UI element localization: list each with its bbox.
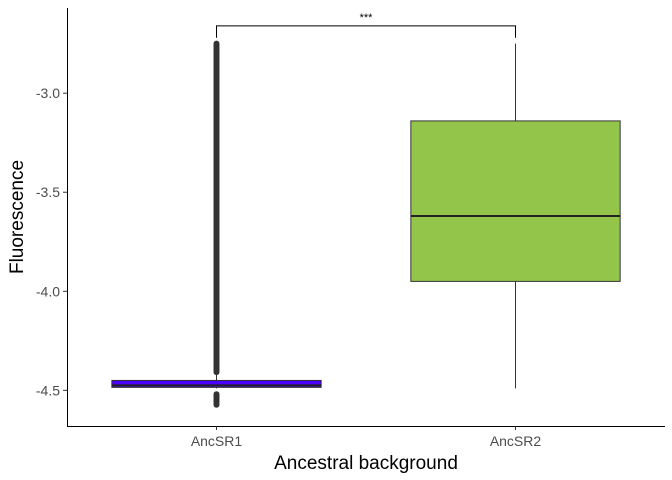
axes: -4.5 -4.0 -3.5 -3.0 AncSR1 AncSR2 bbox=[36, 85, 542, 449]
plot-area: *** bbox=[111, 12, 621, 408]
outlier-point bbox=[213, 369, 220, 376]
x-tick-label: AncSR1 bbox=[191, 433, 243, 449]
y-tick-label: -4.5 bbox=[36, 382, 60, 398]
box-body bbox=[111, 379, 322, 388]
bracket-line bbox=[216, 25, 516, 38]
y-axis-title: Fluorescence bbox=[7, 160, 28, 274]
y-tick-label: -3.0 bbox=[36, 85, 60, 101]
x-tick-label: AncSR2 bbox=[490, 433, 542, 449]
y-tick-label: -3.5 bbox=[36, 184, 60, 200]
outlier-point bbox=[213, 401, 220, 408]
significance-label: *** bbox=[360, 12, 374, 24]
x-axis-title: Ancestral background bbox=[274, 453, 458, 474]
significance-bracket: *** bbox=[216, 12, 516, 38]
box-body bbox=[410, 120, 621, 282]
box-ancsr1 bbox=[111, 40, 322, 408]
y-tick-label: -4.0 bbox=[36, 283, 60, 299]
box-ancsr2 bbox=[410, 43, 621, 389]
